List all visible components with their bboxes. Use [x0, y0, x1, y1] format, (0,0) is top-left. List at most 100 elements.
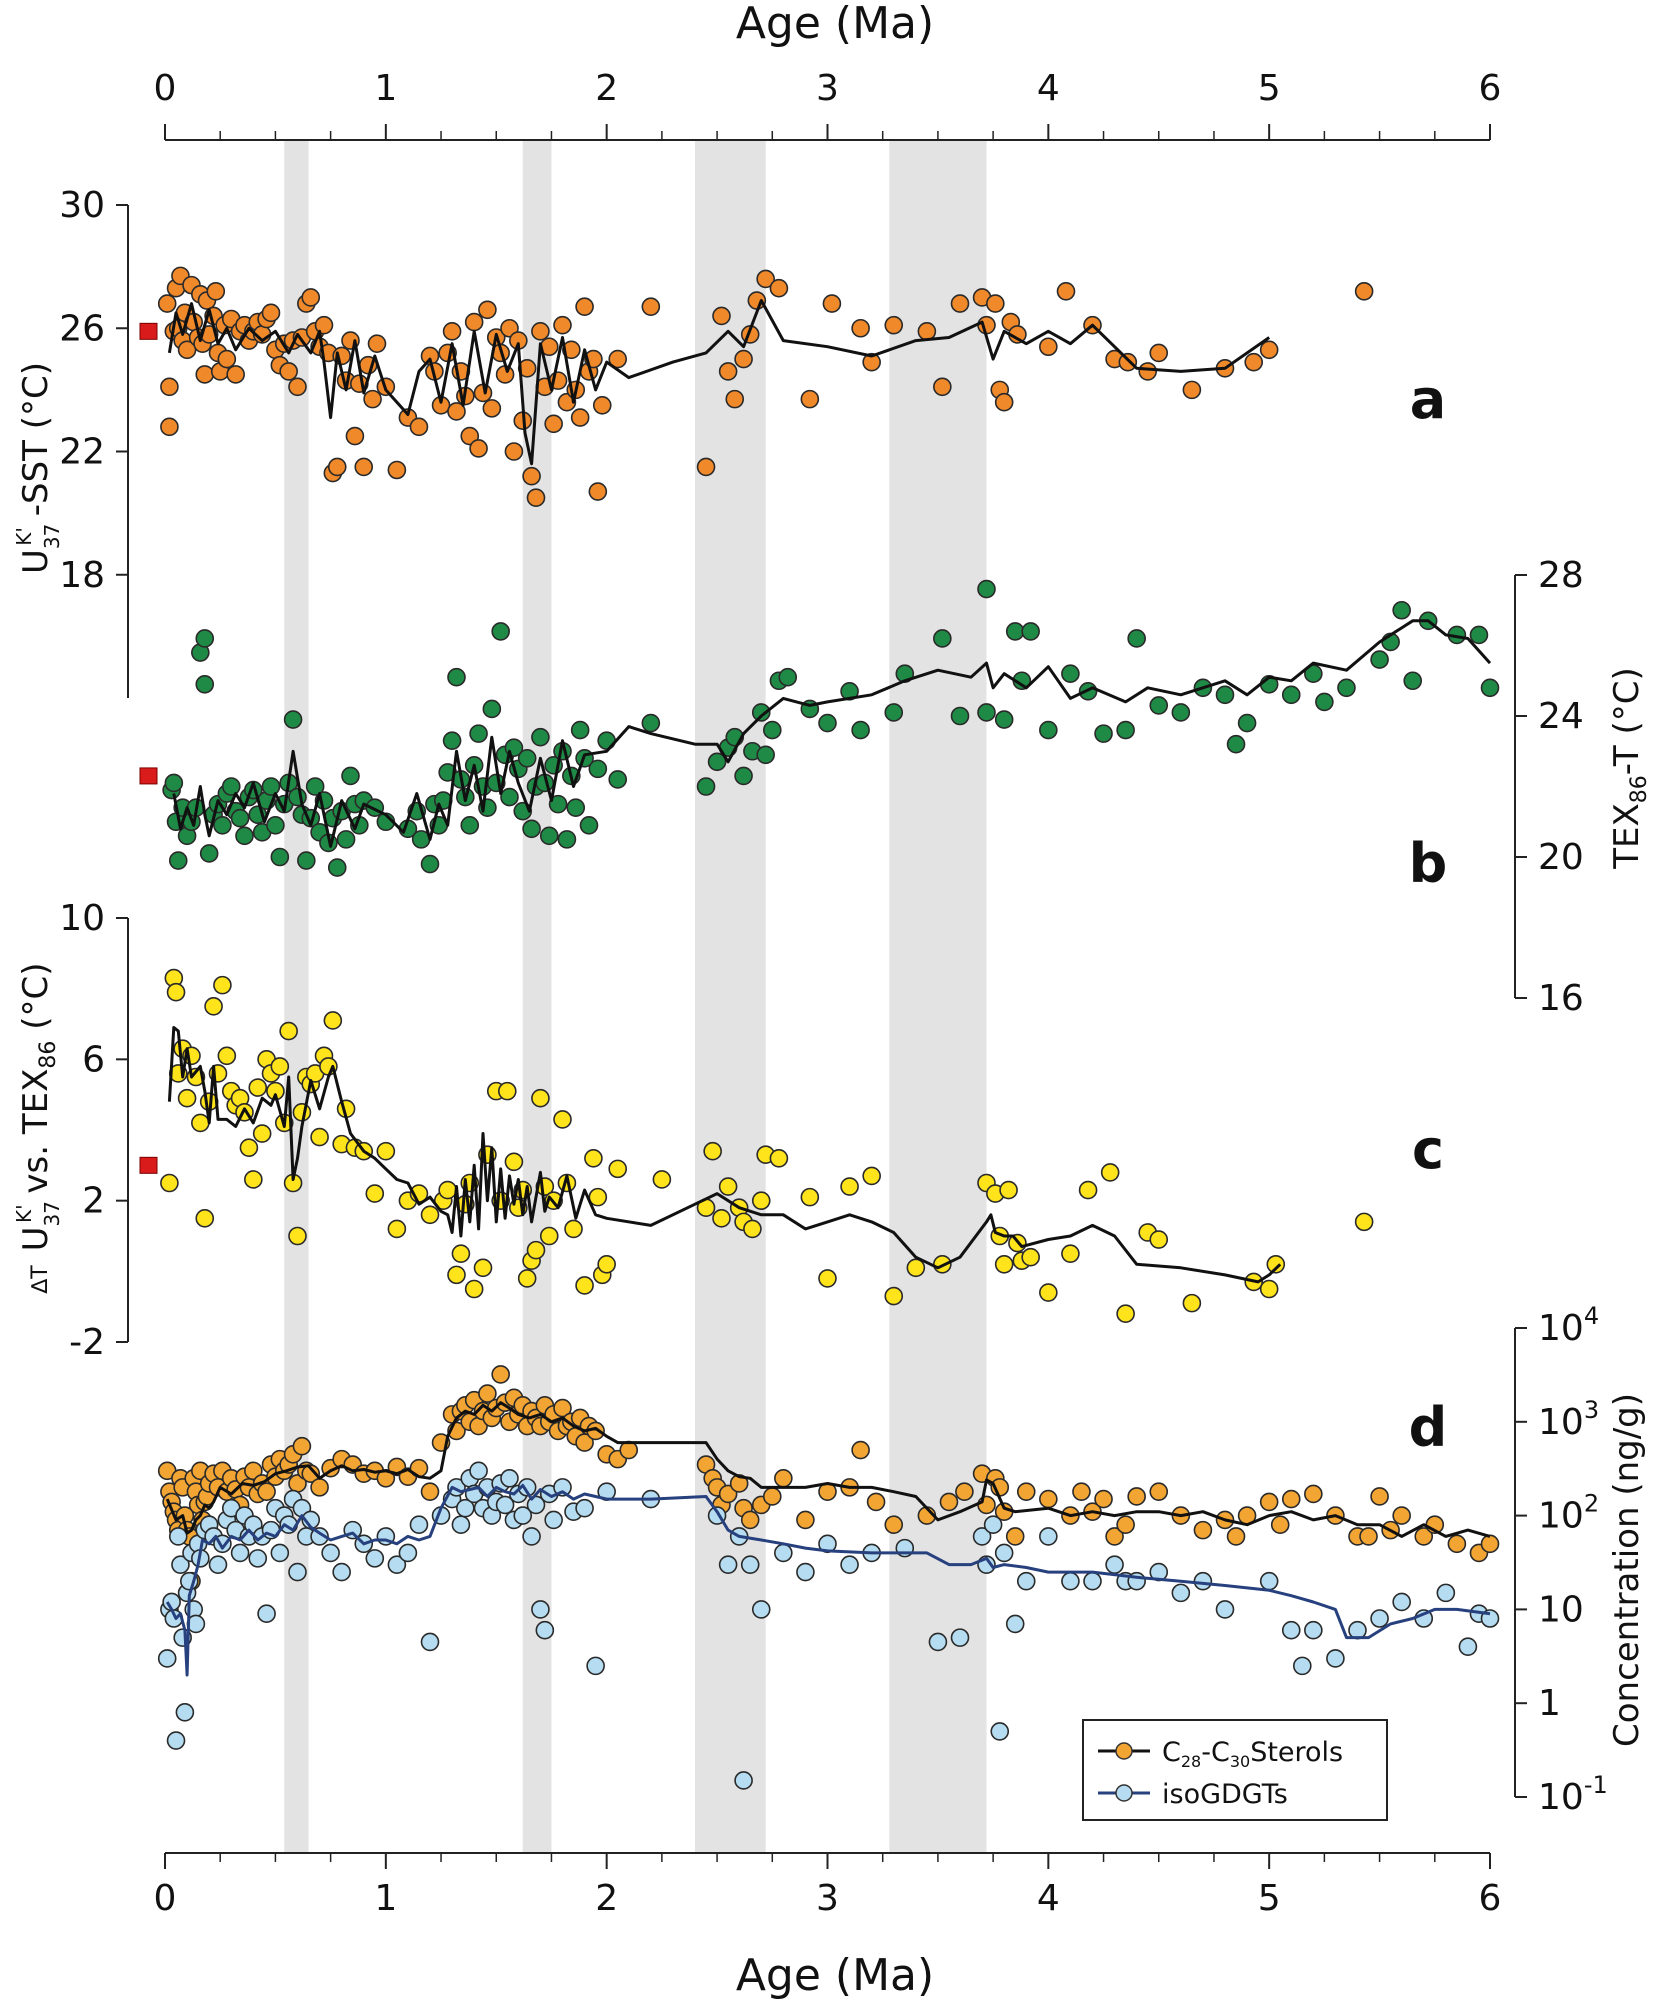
tex86-t-point: [884, 703, 904, 722]
sterols-point: [762, 1487, 782, 1506]
sterols-point: [292, 1436, 312, 1456]
delta-t-point: [438, 1180, 457, 1200]
delta-t-point: [751, 1191, 771, 1210]
isogdgt-point: [387, 1555, 407, 1574]
isogdgt-point: [1281, 1620, 1301, 1640]
delta-t-point: [575, 1276, 594, 1295]
isogdgt-point: [774, 1543, 793, 1563]
sterols-point: [1447, 1534, 1467, 1554]
panel-letter-d: d: [1409, 1396, 1448, 1459]
y-axis-d-tick-label: 102: [1538, 1490, 1599, 1537]
delta-t-line: [167, 1026, 1282, 1284]
delta-t-point: [1116, 1304, 1135, 1324]
legend-sterols-marker: [1115, 1742, 1133, 1760]
uk37-sst-point: [641, 297, 661, 316]
y-axis-d-tick-label: 10: [1538, 1589, 1584, 1630]
sterols-point: [796, 1510, 815, 1530]
tex86-t-point: [168, 851, 188, 870]
top-x-tick-label: 0: [154, 68, 177, 109]
y-axis-d-tick-label: 1: [1538, 1683, 1561, 1724]
tex86-t-point: [1403, 671, 1423, 691]
uk37-sst-point: [588, 482, 608, 501]
y-axis-d-tick-label: 104: [1538, 1302, 1599, 1349]
tex86-t-point: [1370, 650, 1389, 669]
isogdgt-point: [513, 1506, 533, 1525]
sterols-point: [1414, 1527, 1434, 1546]
uk37-sst-point: [1149, 343, 1169, 363]
tex86-t-point: [1127, 629, 1146, 648]
uk37-sst-point: [1138, 362, 1158, 381]
delta-t-point: [191, 1113, 210, 1133]
uk37-sst-point: [718, 362, 738, 381]
uk37-sst-point: [851, 318, 870, 338]
isogdgt-point: [469, 1461, 488, 1481]
delta-t-point: [1266, 1254, 1286, 1274]
delta-t-point: [497, 1081, 517, 1101]
uk37-sst-point: [1244, 352, 1264, 372]
y-axis-a-tick-label: 22: [59, 432, 105, 473]
isogdgt-point: [1039, 1527, 1058, 1546]
tex86-t-point: [707, 752, 727, 772]
isogdgt-point: [586, 1656, 605, 1676]
uk37-sst-point: [1056, 281, 1076, 301]
isogdgt-point: [310, 1527, 329, 1546]
tex86-t-point: [522, 819, 541, 839]
isogdgt-point: [1171, 1583, 1191, 1603]
delta-t-point: [884, 1286, 904, 1306]
sterols-point: [1105, 1527, 1124, 1546]
tex86-t-point: [557, 830, 577, 849]
delta-t-point: [1100, 1163, 1120, 1182]
shaded-intervals: [284, 140, 987, 1853]
delta-t-point: [252, 1124, 272, 1143]
uk37-sst-point: [1259, 340, 1279, 360]
uk37-sst-point: [592, 395, 612, 415]
uk37-sst-point: [314, 315, 334, 335]
uk37-sst-point: [367, 334, 387, 353]
uk37-sst-point: [288, 377, 307, 397]
tex86-t-point: [1237, 713, 1257, 733]
tex86-t-point: [195, 674, 215, 694]
y-axis-c-tick-label: -2: [69, 1322, 105, 1363]
tex86-t-point: [283, 710, 303, 729]
tex86-t-point: [1021, 622, 1040, 641]
tex86-t-point: [305, 777, 325, 796]
delta-t-point: [248, 1078, 268, 1097]
delta-t-point: [365, 1184, 385, 1203]
tex86-t-point: [420, 854, 440, 874]
uk37-sst-point: [977, 315, 996, 335]
legend-sterols-label: C28-C30Sterols: [1162, 1737, 1343, 1771]
tex86-t-point: [570, 720, 590, 740]
uk37-sst-point: [822, 294, 842, 313]
tex86-t-point: [270, 847, 290, 867]
tex86-t-point: [1215, 685, 1235, 705]
top-x-tick-label: 4: [1037, 68, 1060, 109]
delta-t-point: [553, 1110, 572, 1129]
isogdgt-point: [1458, 1637, 1478, 1657]
tex86-t-point: [1281, 685, 1301, 705]
uk37-sst-point: [608, 349, 628, 369]
y-axis-c-tick-label: 10: [59, 898, 105, 939]
delta-t-point: [526, 1240, 546, 1260]
series-points: [157, 266, 1500, 1790]
tex86-t-point: [221, 777, 241, 796]
isogdgt-point: [168, 1527, 188, 1546]
delta-t-point: [323, 1011, 343, 1030]
isogdgt-point: [365, 1549, 385, 1568]
top-x-tick-label: 3: [816, 68, 839, 109]
delta-t-point: [464, 1279, 484, 1299]
isogdgt-line: [165, 1483, 1491, 1677]
modern-marker-a: [139, 322, 158, 340]
y-axis-a-ticks: 30 26 22 18: [59, 185, 128, 596]
uk37-sst-point: [160, 417, 179, 437]
sterols-point: [866, 1492, 886, 1512]
isogdgt-point: [983, 1515, 1003, 1534]
tex86-t-point: [566, 798, 586, 817]
isogdgt-point: [321, 1543, 340, 1563]
isogdgt-point: [734, 1771, 753, 1790]
delta-t-point: [217, 1046, 237, 1066]
tex86-t-point: [977, 579, 996, 599]
tex86-t-point: [1480, 678, 1500, 698]
tex86-t-point: [442, 731, 462, 750]
delta-t-point: [1061, 1244, 1080, 1263]
